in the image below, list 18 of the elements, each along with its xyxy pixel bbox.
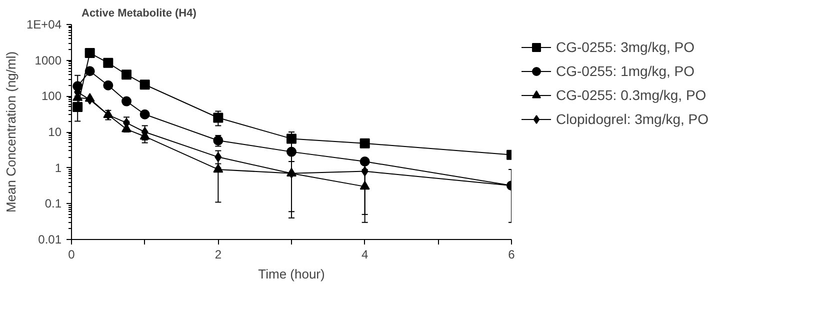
chart-title: Active Metabolite (H4)	[82, 8, 197, 20]
x-tick-label: 6	[508, 248, 516, 262]
x-tick-label: 4	[361, 248, 368, 262]
x-tick-label: 0	[68, 248, 76, 262]
y-tick-label: 1E+04	[26, 18, 62, 32]
y-tick-label: 10	[48, 125, 62, 139]
y-tick-label: 1000	[34, 53, 62, 68]
legend-label: CG-0255: 1mg/kg, PO	[556, 63, 695, 79]
legend-label: CG-0255: 3mg/kg, PO	[556, 39, 695, 55]
y-tick-label: 100	[41, 89, 62, 104]
x-axis-title: Time (hour)	[258, 266, 325, 282]
x-tick-label: 2	[214, 248, 222, 262]
legend-label: CG-0255: 0.3mg/kg, PO	[556, 87, 706, 103]
y-tick-label: 1	[54, 160, 62, 175]
y-tick-label: 0.1	[44, 196, 62, 211]
y-axis-title: Mean Concentration (ng/ml)	[3, 51, 18, 213]
legend-label: Clopidogrel: 3mg/kg, PO	[556, 111, 709, 127]
y-tick-label: 0.01	[38, 232, 62, 246]
